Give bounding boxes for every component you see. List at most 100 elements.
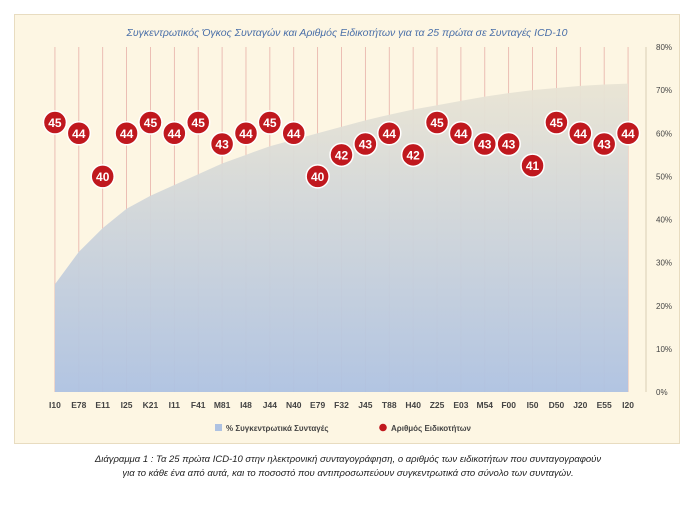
marker-value-label: 45 bbox=[144, 116, 158, 130]
x-tick-label-I48: I48 bbox=[240, 400, 252, 410]
marker-dot bbox=[329, 142, 354, 168]
marker-value-label: 44 bbox=[574, 127, 588, 141]
marker-J44: 45 bbox=[257, 110, 283, 135]
legend-swatch-marker bbox=[379, 423, 387, 432]
marker-D50: 45 bbox=[544, 110, 569, 135]
caption-line-2: για το κάθε ένα από αυτά, και το ποσοστό… bbox=[122, 468, 574, 479]
marker-dot bbox=[185, 110, 211, 135]
marker-dot bbox=[138, 110, 163, 135]
marker-dot bbox=[90, 164, 115, 189]
marker-dot bbox=[209, 131, 235, 157]
marker-dot bbox=[424, 110, 450, 135]
x-tick-label-E79: E79 bbox=[310, 400, 325, 410]
marker-value-label: 44 bbox=[120, 127, 134, 141]
marker-value-label: 43 bbox=[502, 138, 516, 152]
marker-dot bbox=[162, 121, 187, 146]
marker-dot bbox=[400, 142, 426, 168]
x-tick-label-I11: I11 bbox=[169, 400, 181, 410]
marker-I48: 44 bbox=[233, 121, 259, 146]
x-tick-label-I25: I25 bbox=[121, 400, 133, 410]
x-tick-label-J20: J20 bbox=[573, 400, 587, 410]
marker-dot bbox=[568, 121, 593, 146]
marker-dot bbox=[520, 153, 545, 178]
x-tick-label-E78: E78 bbox=[71, 400, 86, 410]
y2-tick-label: 40% bbox=[656, 216, 672, 225]
y2-tick-label: 30% bbox=[656, 259, 672, 268]
marker-T88: 44 bbox=[377, 121, 402, 146]
x-tick-label-F00: F00 bbox=[501, 400, 516, 410]
x-tick-label-E55: E55 bbox=[597, 400, 612, 410]
marker-Z25: 45 bbox=[424, 110, 450, 135]
x-tick-label-T88: T88 bbox=[382, 400, 397, 410]
marker-dot bbox=[305, 164, 330, 189]
marker-J20: 44 bbox=[568, 121, 593, 146]
legend-label-area: % Συγκεντρωτικά Συνταγές bbox=[226, 424, 329, 433]
legend-swatch-area bbox=[215, 424, 222, 431]
y2-tick-label: 20% bbox=[656, 302, 672, 311]
x-tick-label-F32: F32 bbox=[334, 400, 349, 410]
x-tick-label-E03: E03 bbox=[453, 400, 468, 410]
marker-value-label: 44 bbox=[383, 127, 397, 141]
y2-tick-label: 70% bbox=[656, 86, 672, 95]
x-tick-label-H40: H40 bbox=[405, 400, 421, 410]
marker-value-label: 40 bbox=[96, 170, 110, 184]
marker-J45: 43 bbox=[353, 131, 378, 157]
marker-value-label: 41 bbox=[526, 159, 540, 173]
marker-value-label: 44 bbox=[621, 127, 635, 141]
marker-I50: 41 bbox=[520, 153, 545, 178]
x-tick-label-E11: E11 bbox=[95, 400, 110, 410]
marker-I10: 45 bbox=[42, 110, 68, 135]
y2-tick-label: 10% bbox=[656, 345, 672, 354]
marker-dot bbox=[544, 110, 569, 135]
marker-F32: 42 bbox=[329, 142, 354, 168]
x-tick-label-I10: I10 bbox=[49, 400, 61, 410]
marker-value-label: 45 bbox=[263, 116, 277, 130]
x-tick-label-I20: I20 bbox=[622, 400, 634, 410]
y2-tick-label: 80% bbox=[656, 43, 672, 52]
x-tick-label-K21: K21 bbox=[143, 400, 159, 410]
x-tick-label-N40: N40 bbox=[286, 400, 302, 410]
marker-value-label: 44 bbox=[454, 127, 468, 141]
marker-value-label: 45 bbox=[48, 116, 62, 130]
marker-N40: 44 bbox=[281, 121, 306, 146]
marker-dot bbox=[257, 110, 283, 135]
figure-caption: Διάγραμμα 1 : Τα 25 πρώτα ICD-10 στην ηλ… bbox=[40, 453, 656, 481]
marker-M81: 43 bbox=[209, 131, 235, 157]
legend-label-marker: Αριθμός Ειδικοτήτων bbox=[391, 424, 471, 433]
x-tick-label-I50: I50 bbox=[527, 400, 539, 410]
marker-E11: 40 bbox=[90, 164, 115, 189]
x-tick-label-Z25: Z25 bbox=[430, 400, 445, 410]
marker-I25: 44 bbox=[114, 121, 139, 146]
marker-dot bbox=[472, 131, 498, 157]
marker-dot bbox=[591, 131, 617, 157]
marker-I11: 44 bbox=[162, 121, 187, 146]
area-series-cumulative-percent bbox=[54, 83, 629, 392]
marker-E79: 40 bbox=[305, 164, 330, 189]
marker-value-label: 44 bbox=[239, 127, 253, 141]
marker-I20: 44 bbox=[615, 121, 641, 146]
chart-svg: 45 44 40 44 45 44 45 43 44 45 44 40 42 43 44 42 45 44 43 43… bbox=[42, 43, 672, 433]
marker-value-label: 44 bbox=[287, 127, 301, 141]
marker-value-label: 44 bbox=[72, 127, 86, 141]
x-tick-label-D50: D50 bbox=[549, 400, 565, 410]
marker-F41: 45 bbox=[185, 110, 211, 135]
marker-dot bbox=[66, 121, 92, 146]
x-tick-label-M81: M81 bbox=[214, 400, 231, 410]
x-tick-label-M54: M54 bbox=[477, 400, 494, 410]
x-tick-label-J45: J45 bbox=[358, 400, 372, 410]
marker-dot bbox=[377, 121, 402, 146]
marker-dot bbox=[353, 131, 378, 157]
y2-tick-label: 60% bbox=[656, 129, 672, 138]
marker-dot bbox=[448, 121, 474, 146]
marker-M54: 43 bbox=[472, 131, 498, 157]
y2-tick-label: 50% bbox=[656, 172, 672, 181]
marker-dot bbox=[233, 121, 259, 146]
marker-E55: 43 bbox=[591, 131, 617, 157]
marker-E03: 44 bbox=[448, 121, 474, 146]
marker-E78: 44 bbox=[66, 121, 92, 146]
marker-value-label: 45 bbox=[430, 116, 444, 130]
marker-value-label: 43 bbox=[215, 138, 229, 152]
marker-value-label: 42 bbox=[406, 148, 420, 162]
x-tick-label-J44: J44 bbox=[263, 400, 277, 410]
caption-line-1: Διάγραμμα 1 : Τα 25 πρώτα ICD-10 στην ηλ… bbox=[94, 454, 602, 465]
